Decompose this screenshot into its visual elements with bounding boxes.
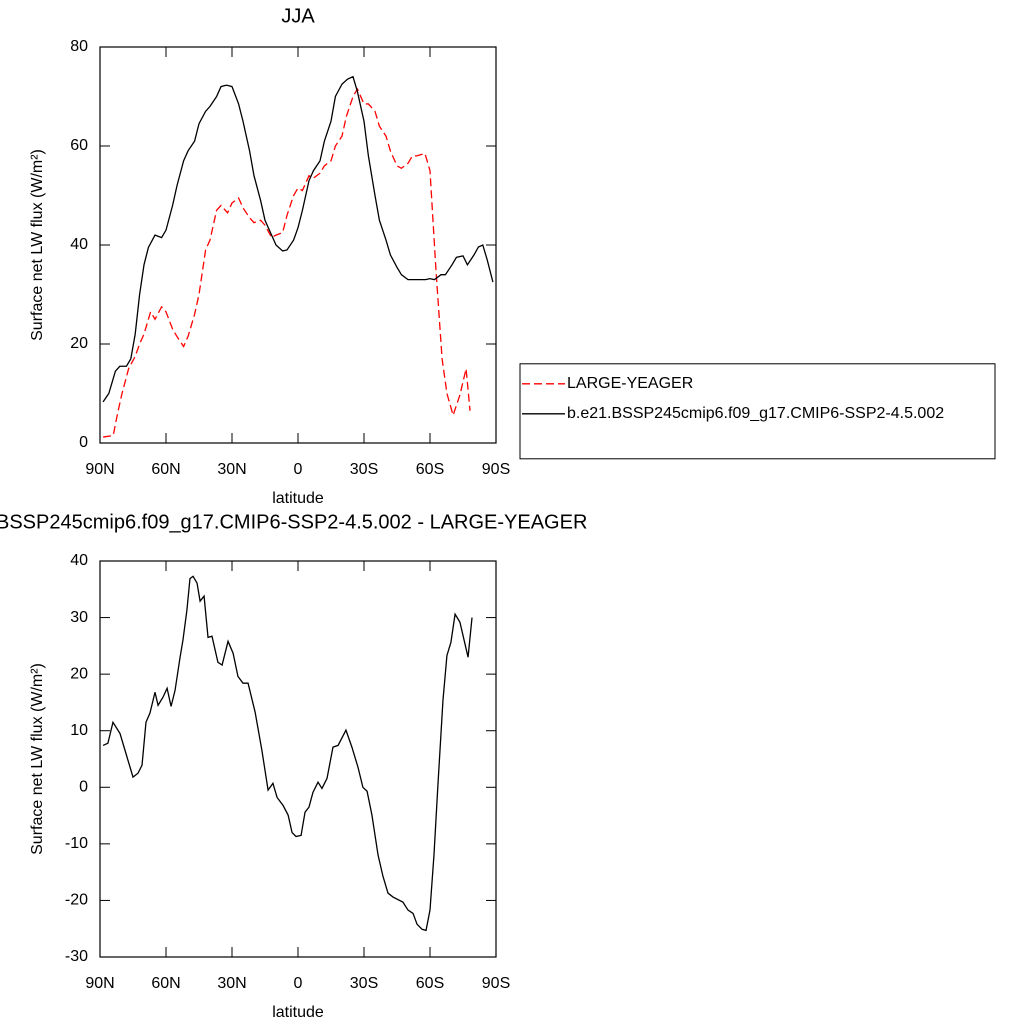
x-tick-label: 0 [294, 461, 303, 478]
legend-label: b.e21.BSSP245cmip6.f09_g17.CMIP6-SSP2-4.… [567, 405, 944, 422]
x-tick-label: 30S [350, 975, 378, 992]
y-tick-label: 10 [70, 722, 88, 739]
plot-frame [99, 46, 497, 444]
y-tick-label: 40 [70, 552, 88, 569]
x-tick-label: 90N [85, 975, 114, 992]
y-tick-label: 30 [70, 609, 88, 626]
x-tick-label: 60N [151, 975, 180, 992]
x-tick-label: 90S [482, 975, 510, 992]
x-tick-label: 60N [151, 461, 180, 478]
chart-title: JJA [281, 5, 315, 27]
y-tick-label: 20 [70, 335, 88, 352]
x-tick-label: 60S [416, 461, 444, 478]
x-axis-label: latitude [272, 1004, 324, 1021]
y-axis-label: Surface net LW flux (W/m²) [29, 149, 46, 341]
y-tick-label: -20 [65, 892, 88, 909]
y-tick-label: -10 [65, 835, 88, 852]
x-tick-label: 30N [217, 975, 246, 992]
x-tick-label: 90S [482, 461, 510, 478]
y-tick-label: 20 [70, 665, 88, 682]
x-tick-label: 60S [416, 975, 444, 992]
x-tick-label: 0 [294, 975, 303, 992]
x-axis-label: latitude [272, 490, 324, 507]
y-tick-label: 0 [79, 779, 88, 796]
legend-box [519, 363, 996, 460]
legend-label: LARGE-YEAGER [567, 375, 693, 392]
y-tick-label: 80 [70, 38, 88, 55]
data-line [102, 575, 473, 932]
y-tick-label: 40 [70, 236, 88, 253]
data-line [102, 87, 471, 438]
x-tick-label: 30N [217, 461, 246, 478]
y-axis-label: Surface net LW flux (W/m²) [29, 663, 46, 855]
x-tick-label: 90N [85, 461, 114, 478]
y-tick-label: -30 [65, 948, 88, 965]
data-line [102, 75, 494, 403]
y-tick-label: 0 [79, 434, 88, 451]
plot-frame [99, 560, 497, 958]
x-tick-label: 30S [350, 461, 378, 478]
y-tick-label: 60 [70, 137, 88, 154]
chart-title: BSSP245cmip6.f09_g17.CMIP6-SSP2-4.5.002 … [0, 511, 587, 533]
